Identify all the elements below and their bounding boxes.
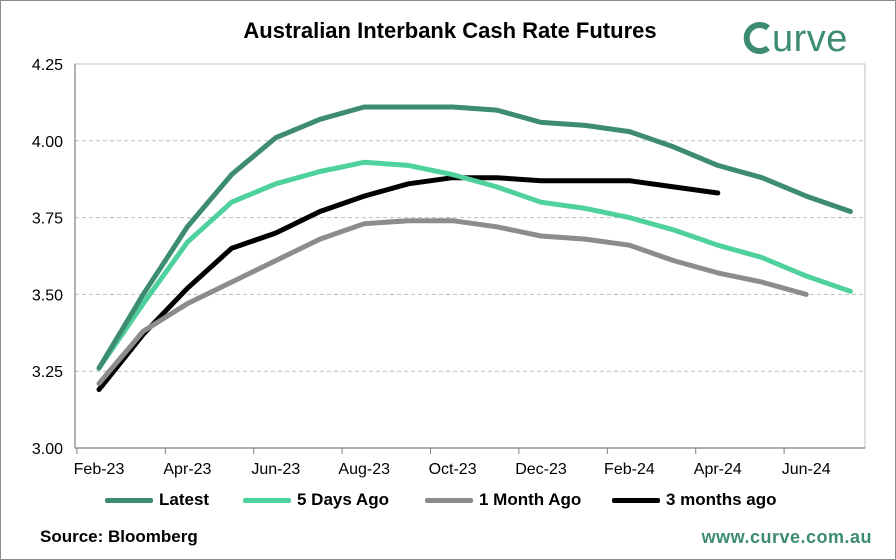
y-tick-label: 3.75 [32, 211, 63, 228]
y-tick-label: 3.00 [32, 441, 63, 458]
legend-label: Latest [159, 490, 210, 509]
x-tick-label: Dec-23 [515, 461, 567, 478]
chart-axes [74, 64, 865, 454]
legend-item: 3 months ago [612, 490, 777, 510]
source-label: Source: Bloomberg [40, 527, 198, 546]
website-url: www.curve.com.au [701, 527, 872, 547]
x-tick-label: Aug-23 [338, 461, 390, 478]
legend-label: 5 Days Ago [297, 490, 389, 509]
legend-label: 1 Month Ago [479, 490, 582, 509]
curve-logo-text: urve [772, 18, 848, 60]
legend-swatch [105, 497, 153, 503]
legend-swatch [612, 497, 660, 503]
curve-logo: urve [738, 14, 868, 62]
chart-grid [74, 63, 866, 449]
legend-label: 3 months ago [666, 490, 777, 509]
series-line-3-months-ago [96, 175, 721, 393]
curve-logo-mark-icon [743, 22, 770, 54]
x-tick-label: Feb-24 [604, 461, 655, 478]
chart-series-lines [96, 104, 853, 393]
chart-title: Australian Interbank Cash Rate Futures [243, 18, 657, 43]
legend-item: 5 Days Ago [243, 490, 389, 510]
x-tick-label: Apr-24 [694, 461, 742, 478]
x-tick-label: Oct-23 [429, 461, 477, 478]
legend-item: 1 Month Ago [425, 490, 581, 510]
y-axis-tick-labels: 3.00 3.25 3.50 3.75 4.00 4.25 [32, 57, 63, 458]
series-line-5-days-ago [96, 159, 853, 371]
x-tick-label: Jun-23 [251, 461, 300, 478]
legend-item: Latest [105, 490, 209, 510]
series-line-latest [96, 104, 853, 371]
chart-legend: Latest 5 Days Ago 1 Month Ago 3 months ago [0, 490, 896, 514]
x-axis-tick-labels: Feb-23 Apr-23 Jun-23 Aug-23 Oct-23 Dec-23 Feb-… [74, 461, 831, 478]
legend-swatch [425, 497, 473, 503]
y-tick-label: 4.25 [32, 57, 63, 74]
series-line-1-month-ago [96, 218, 809, 386]
legend-swatch [243, 497, 291, 503]
y-tick-label: 4.00 [32, 134, 63, 151]
x-tick-label: Jun-24 [782, 461, 831, 478]
y-tick-label: 3.50 [32, 287, 63, 304]
x-tick-label: Feb-23 [74, 461, 125, 478]
plot-area-border [74, 63, 866, 449]
x-tick-label: Apr-23 [163, 461, 211, 478]
y-tick-label: 3.25 [32, 364, 63, 381]
